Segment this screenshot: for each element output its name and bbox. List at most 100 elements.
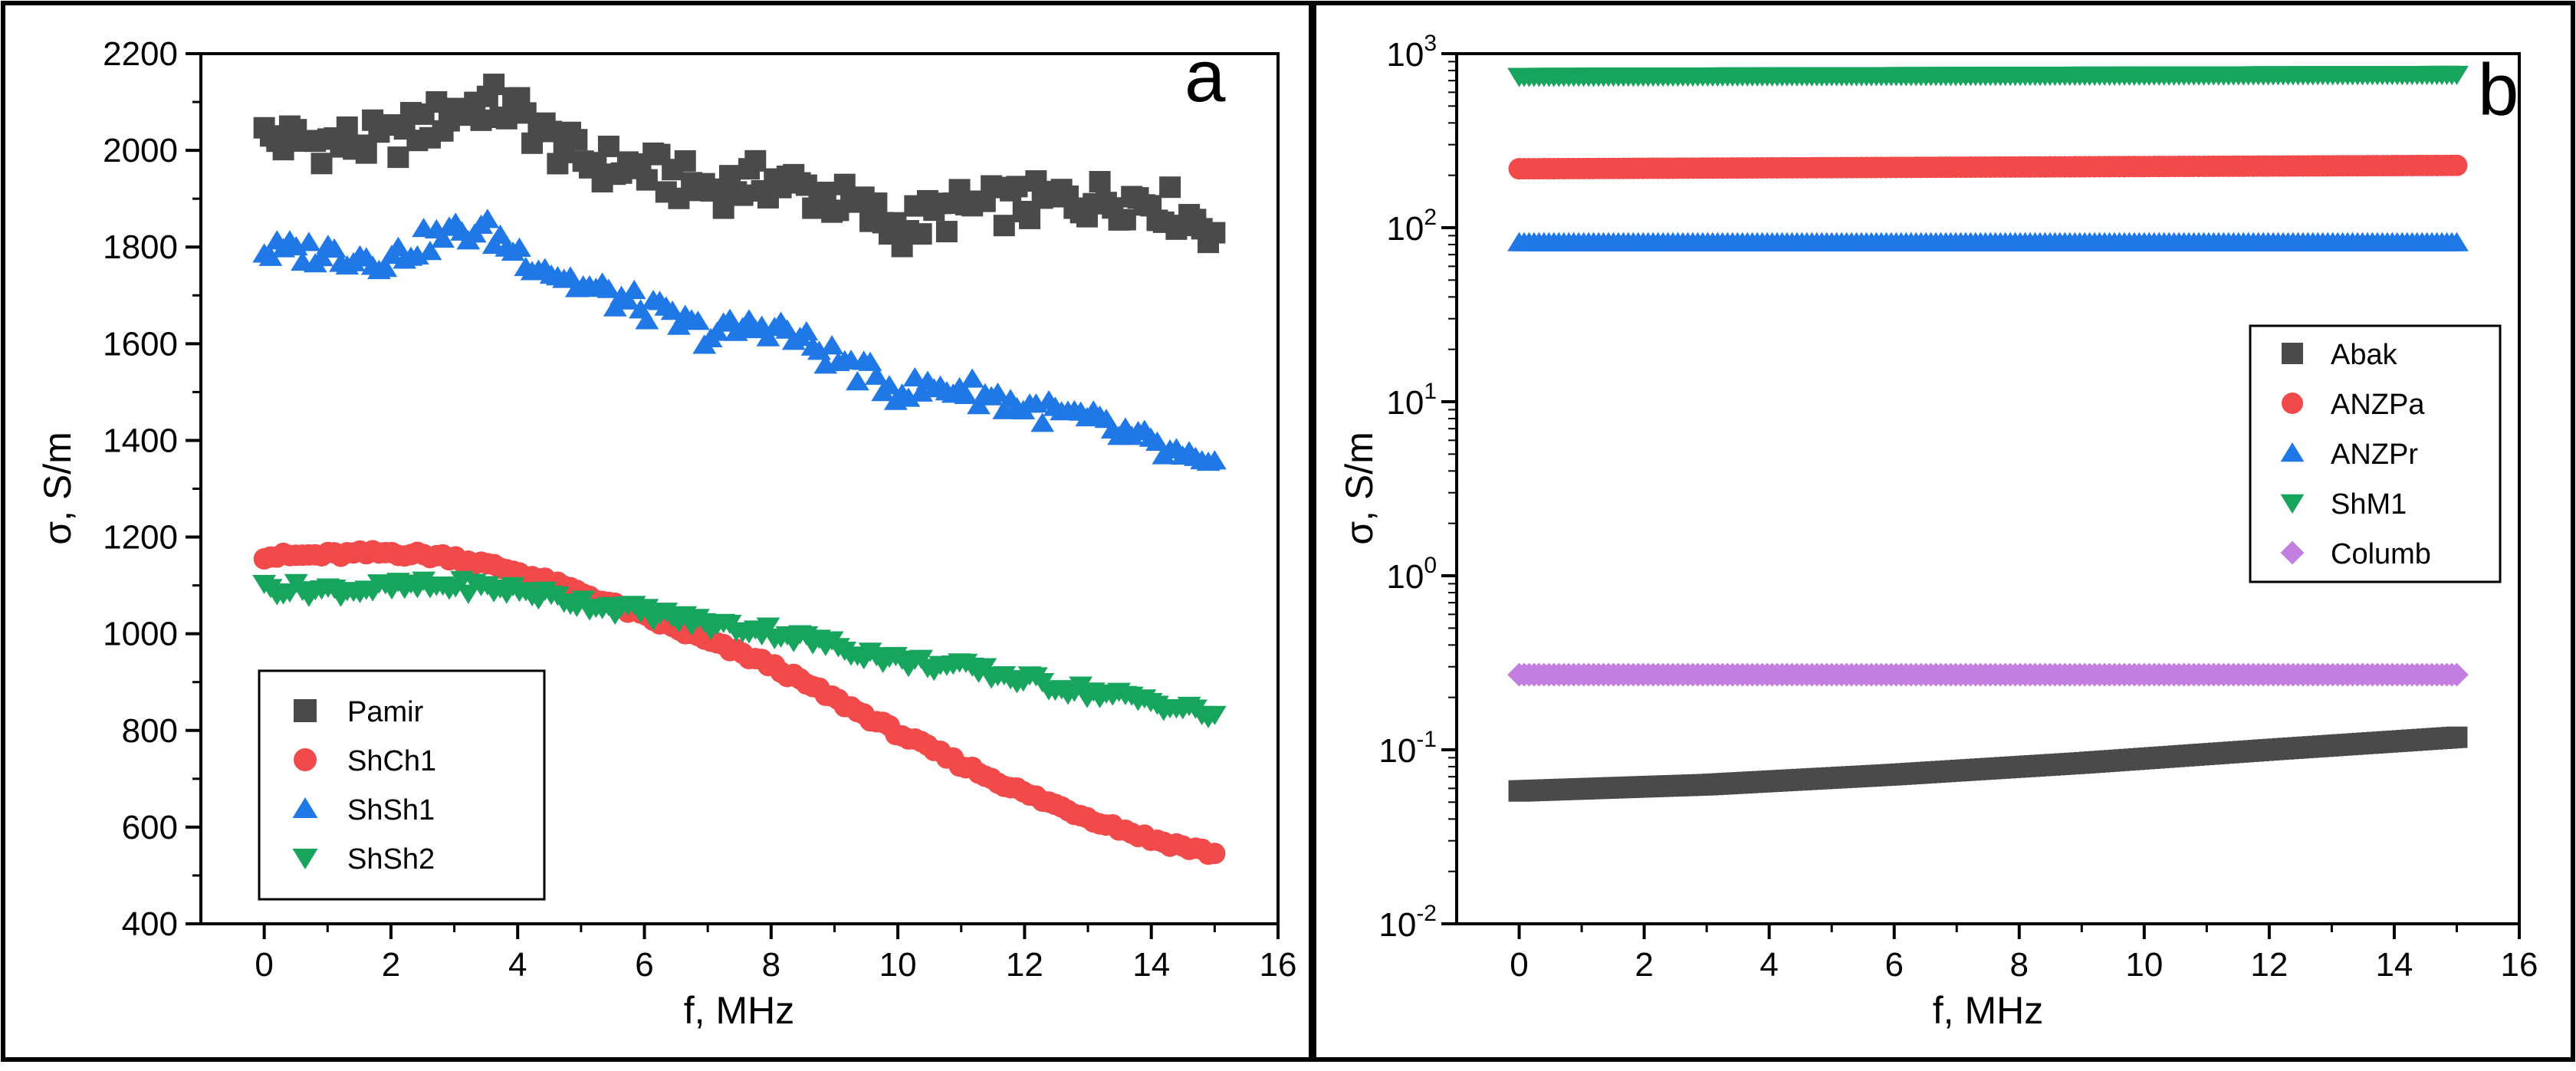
panel-a-y-tick-label: 1400 (103, 422, 178, 459)
panel-a-point-ShSh1 (297, 232, 321, 251)
panel-a-point-ShSh1 (475, 209, 500, 228)
panel-a-point-Pamir (426, 90, 448, 113)
panel-b-legend-marker-ANZPa (2282, 393, 2303, 414)
panel-a-point-ShSh1 (902, 366, 927, 387)
panel-b-series-ANZPr (1507, 232, 2469, 251)
panel-a-y-tick-label: 1800 (103, 228, 178, 266)
panel-b-series-ANZPa (1508, 154, 2468, 180)
panel-b-plot-area (1455, 52, 2521, 925)
panel-a-point-ShSh2 (1202, 705, 1227, 725)
panel-a-point-Pamir (814, 181, 836, 203)
panel-b-legend-marker-Abak (2282, 343, 2303, 364)
panel-a-point-Pamir (387, 146, 409, 169)
panel-a-point-Pamir (1204, 222, 1226, 244)
panel-b-x-tick-label: 16 (2501, 946, 2538, 984)
panel-a-y-tick-label: 1000 (103, 616, 178, 653)
panel-a-point-Pamir (744, 149, 767, 172)
panel-a-point-ShSh1 (616, 290, 640, 310)
panel-a-legend-marker-ShSh1 (292, 797, 318, 818)
panel-a-marks: 0 2 4 6 8 10 12 14 16 400 600 800 1000 1200 1400 1600 18… (103, 35, 1296, 984)
panel-a-series-ShCh1 (253, 540, 1226, 866)
panel-a-x-tick-label: 6 (635, 946, 653, 984)
panel-a-y-tick-label: 1600 (103, 325, 178, 363)
panel-a-point-ShSh1 (846, 371, 869, 391)
panel-b-series-Abak (1508, 726, 2468, 802)
panel-b-legend-label: ANZPr (2331, 439, 2418, 471)
panel-a-point-ShSh1 (373, 258, 398, 278)
panel-a-point-ShSh1 (418, 241, 442, 261)
panel-b-point-Abak (2446, 726, 2468, 748)
panel-b-x-tick-label: 6 (1884, 946, 1903, 984)
panel-a-point-ShSh1 (1202, 450, 1227, 470)
panel-b-x-tick-label: 10 (2125, 946, 2163, 984)
panel-a-point-ShSh1 (508, 237, 531, 257)
panel-a-legend-label: ShSh1 (347, 794, 435, 826)
panel-a-point-Pamir (636, 169, 658, 191)
panel-b-legend-label: Columb (2331, 538, 2431, 570)
panel-a-y-tick-label: 1200 (103, 519, 178, 557)
panel-a-point-ShSh1 (756, 327, 780, 347)
panel-b-letter: b (2478, 49, 2518, 131)
panel-a-x-axis-label: f, MHz (684, 989, 794, 1032)
panel-a-point-Pamir (1089, 170, 1111, 192)
panel-a-point-Pamir (866, 192, 888, 215)
panel-a-point-ShSh1 (877, 375, 902, 395)
panel-a-point-ShSh1 (322, 238, 347, 258)
panel-a-point-ShSh1 (667, 315, 691, 335)
panel-a-point-ShSh1 (660, 301, 685, 320)
panel-a-point-ShCh1 (1204, 843, 1226, 865)
panel-a-point-ShSh1 (1030, 412, 1055, 432)
panel-a-point-Pamir (1006, 176, 1028, 198)
panel-a-legend-label: ShCh1 (347, 745, 436, 777)
panel-b-y-tick-label: 10-1 (1378, 727, 1437, 770)
panel-a-point-ShSh1 (794, 320, 819, 341)
panel-a-point-ShSh1 (986, 383, 1010, 402)
panel-a-point-ShSh2 (635, 599, 659, 619)
panel-a-point-ShSh1 (622, 279, 646, 300)
panel-b-x-tick-label: 2 (1635, 946, 1653, 984)
panel-a-frame (1, 1, 1313, 1062)
panel-a-series-ShSh2 (252, 570, 1227, 728)
panel-b-y-axis-label: σ, S/m (1338, 432, 1381, 545)
panel-a-point-ShSh1 (858, 351, 882, 371)
panel-b-y-tick-label: 102 (1386, 205, 1437, 248)
panel-b-y-tick-label: 101 (1386, 379, 1437, 422)
panel-a-point-Pamir (310, 153, 333, 175)
panel-a-point-Pamir (470, 109, 492, 131)
panel-a-point-Pamir (731, 184, 754, 206)
panel-b-point-ANZPa (2446, 154, 2468, 176)
panel-a-y-tick-label: 2000 (103, 132, 178, 169)
panel-b-x-tick-label: 4 (1760, 946, 1778, 984)
panel-a-point-ShSh1 (896, 387, 921, 407)
panel-b-x-tick-label: 12 (2250, 946, 2288, 984)
panel-a-x-tick-label: 10 (879, 946, 917, 984)
panel-a-y-tick-label: 600 (122, 809, 178, 846)
panel-a-point-ShSh2 (973, 658, 997, 678)
panel-b-legend-marker-Columb (2280, 540, 2305, 565)
panel-b-series-ShM1 (1507, 65, 2469, 87)
panel-a-legend-label: Pamir (347, 696, 424, 728)
panel-a-x-tick-label: 4 (508, 946, 527, 984)
panel-a-point-ShSh1 (954, 384, 978, 404)
panel-a-point-ShSh1 (686, 310, 710, 330)
panel-a-point-Pamir (935, 221, 958, 243)
panel-a-y-axis-label: σ, S/m (36, 432, 79, 545)
panel-a-point-Pamir (1114, 209, 1136, 231)
panel-a-point-ShSh1 (310, 247, 334, 267)
panel-b-legend-marker-ANZPr (2280, 442, 2305, 462)
panel-a-point-ShSh1 (820, 335, 844, 355)
panel-a-point-Pamir (483, 74, 505, 96)
panel-a-point-Pamir (1019, 207, 1041, 229)
panel-a-point-ShSh1 (596, 278, 621, 298)
panel-a-point-Pamir (272, 139, 294, 161)
panel-a-x-tick-label: 12 (1006, 946, 1043, 984)
panel-a-point-ShSh1 (431, 228, 455, 248)
panel-a-y-tick-label: 400 (122, 905, 178, 943)
panel-a-point-Pamir (910, 223, 932, 245)
panel-b-series-Columb (1507, 662, 2469, 687)
panel-a-series-ShSh1 (252, 209, 1227, 471)
panel-a-point-Pamir (355, 142, 377, 164)
panel-a-point-ShSh1 (258, 246, 283, 266)
panel-a-point-Pamir (336, 116, 358, 138)
